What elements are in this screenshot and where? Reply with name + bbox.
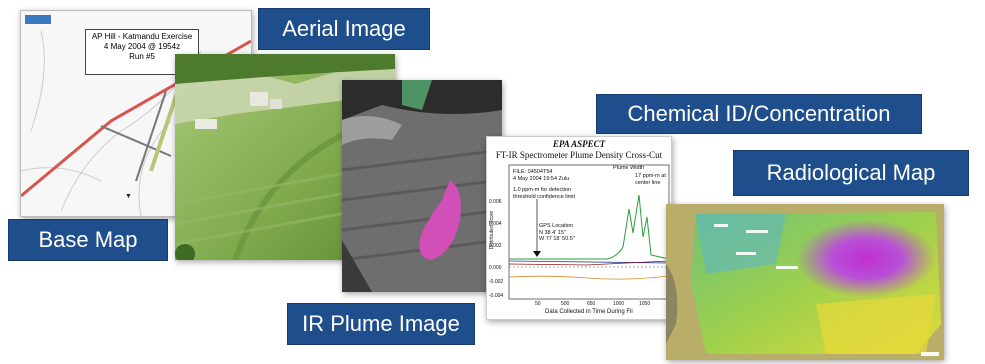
ftir-file-info: FILE: 04504T54 4 May 2004 19:54 Zulu	[513, 169, 569, 182]
ftir-ytick-0: 0.006	[489, 199, 502, 205]
ftir-ytick-5: -0.004	[489, 293, 503, 299]
ftir-threshold-note: 1.0 ppm-m for detection threshold confid…	[513, 187, 575, 200]
radiological-map-drawing	[666, 204, 944, 360]
ftir-xlabel: Data Collected in Time During Fli	[545, 309, 633, 315]
north-arrow-icon: ▼	[125, 193, 132, 200]
map-title-line1: AP Hill - Katmandu Exercise	[91, 32, 193, 41]
ftir-ppm-note: 17 ppm-m at center line	[635, 173, 666, 186]
map-title-line3: Run #5	[129, 52, 155, 61]
label-radiological-map: Radiological Map	[733, 150, 969, 196]
ftir-chart-image: EPA ASPECT FT-IR Spectrometer Plume Dens…	[486, 136, 672, 320]
ftir-gps-line1: GPS Location	[539, 223, 573, 229]
ftir-xtick-0: 50	[535, 301, 541, 307]
ftir-xtick-1: 500	[561, 301, 570, 307]
ftir-header: EPA ASPECT	[552, 139, 606, 149]
ftir-orange-series	[508, 275, 670, 280]
ftir-subtitle: FT-IR Spectrometer Plume Density Cross-C…	[495, 150, 663, 160]
ftir-ytick-1: 0.004	[489, 221, 502, 227]
ftir-green-series	[509, 194, 670, 260]
ftir-xtick-2: 650	[587, 301, 596, 307]
ir-plume-image	[342, 80, 502, 292]
ftir-plume-width: Plume Width	[613, 165, 645, 171]
label-base-map: Base Map	[8, 219, 168, 261]
label-chemical-id-text: Chemical ID/Concentration	[627, 101, 891, 126]
ftir-ytick-2: 0.002	[489, 243, 502, 249]
label-base-map-text: Base Map	[38, 227, 138, 252]
map-logo-tag	[25, 15, 51, 24]
label-ir-plume-image-text: IR Plume Image	[302, 311, 460, 336]
ftir-ppm-line2: center line	[635, 179, 661, 186]
label-aerial-image: Aerial Image	[258, 8, 430, 50]
ftir-gps-line2: N 38 4' 15"	[539, 229, 566, 236]
ftir-red-series	[508, 260, 670, 266]
ftir-file-line2: 4 May 2004 19:54 Zulu	[513, 175, 570, 182]
ftir-threshold-line2: threshold confidence limit	[513, 193, 576, 200]
ftir-threshold-line1: 1.0 ppm-m for detection	[513, 187, 572, 193]
ftir-ytick-3: 0.000	[489, 265, 502, 271]
map-title-line2: 4 May 2004 @ 1954z	[103, 42, 181, 51]
label-radiological-map-text: Radiological Map	[766, 160, 936, 185]
label-ir-plume-image: IR Plume Image	[287, 303, 475, 345]
ftir-plot: 0.006 0.004 0.002 0.000 -0.002 -0.004 50…	[489, 164, 670, 307]
ir-plume-drawing	[342, 80, 502, 292]
ftir-xtick-3: 1000	[613, 301, 624, 307]
label-aerial-image-text: Aerial Image	[282, 16, 406, 41]
ftir-gps-line3: W 77 18' 50.5"	[539, 236, 575, 242]
ftir-file-line1: FILE: 04504T54	[513, 169, 553, 175]
ftir-ytick-4: -0.002	[489, 279, 503, 285]
ftir-ppm-line1: 17 ppm-m at	[635, 173, 666, 179]
ftir-xtick-4: 1050	[639, 301, 650, 307]
radiological-map-image	[666, 204, 944, 360]
label-chemical-id: Chemical ID/Concentration	[596, 94, 922, 134]
ftir-threshold-arrowhead	[533, 251, 541, 257]
ftir-gps: GPS Location N 38 4' 15" W 77 18' 50.5"	[539, 223, 575, 243]
